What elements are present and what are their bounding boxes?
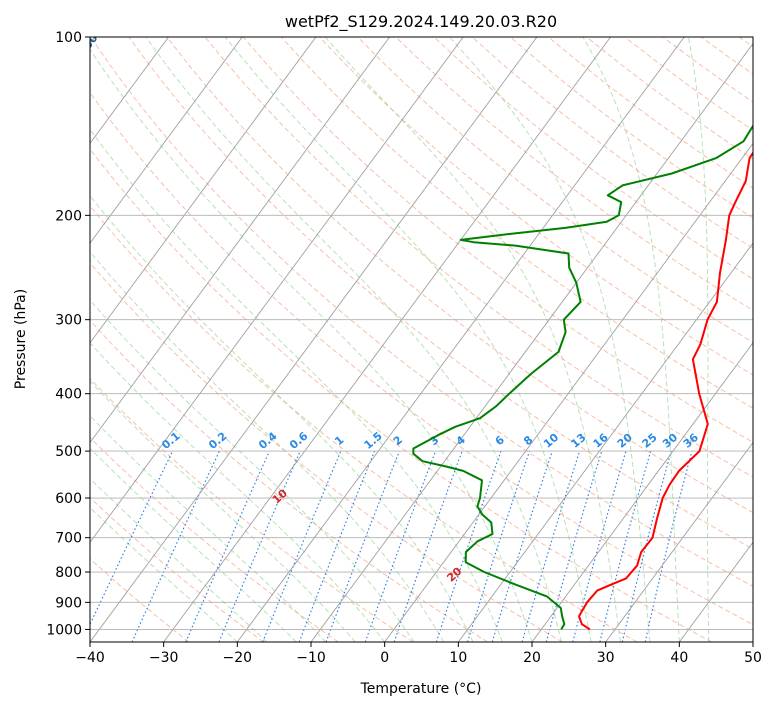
x-tick-label: −40 — [75, 650, 105, 666]
y-axis-label: Pressure (hPa) — [13, 289, 29, 389]
dry-adiabat-line — [166, 37, 753, 514]
mixing-ratio-line — [435, 450, 502, 642]
chart-title: wetPf2_S129.2024.149.20.03.R20 — [285, 12, 557, 32]
moist-adiabat-line — [324, 37, 621, 642]
y-tick-label: 500 — [55, 444, 82, 460]
y-tick-label: 300 — [55, 313, 82, 329]
isotherm-line — [90, 37, 390, 444]
mixing-ratio-line — [262, 450, 342, 642]
mixing-ratio-line — [325, 450, 400, 642]
moist-adiabat-line — [90, 48, 533, 642]
plot-frame — [89, 36, 754, 643]
y-tick-label: 100 — [55, 30, 82, 46]
y-axis-ticks: 100 200 300 400 500 600 700 800 900 1000 — [46, 30, 90, 638]
mixing-ratio-line — [298, 450, 376, 642]
moist-adiabat-line — [90, 299, 415, 642]
x-tick-label: −10 — [296, 650, 326, 666]
mixing-ratio-line — [218, 450, 301, 642]
x-tick-label: 30 — [597, 650, 615, 666]
isotherm-line — [90, 37, 243, 244]
mixing-ratio-line — [185, 450, 270, 642]
y-tick-label: 800 — [55, 565, 82, 581]
x-tick-label: 50 — [744, 650, 762, 666]
x-axis-label: Temperature (°C) — [360, 681, 482, 697]
dewpoint-line — [412, 123, 753, 630]
y-tick-label: 600 — [55, 491, 82, 507]
dry-adiabat-line — [395, 37, 753, 311]
mixing-ratio-line — [491, 450, 553, 642]
moist-adiabat-line — [449, 37, 651, 642]
temperature-line — [578, 151, 753, 631]
mixing-ratio-line — [545, 450, 603, 642]
x-tick-label: 10 — [449, 650, 467, 666]
dry-adiabat-line — [90, 558, 190, 642]
mixing-ratio-line — [621, 450, 672, 642]
isotherm-line — [163, 37, 611, 642]
mixing-ratio-line — [521, 450, 581, 642]
moist-adiabat-line — [90, 128, 503, 642]
dry-adiabat-line — [90, 205, 638, 642]
dry-adiabat-line — [90, 37, 753, 587]
y-tick-label: 1000 — [46, 622, 82, 638]
skewed-isotherms — [90, 37, 753, 642]
moist-adiabat-line — [90, 447, 297, 642]
moist-adiabat-line — [90, 194, 474, 642]
profile-series — [412, 123, 753, 631]
x-tick-label: 40 — [670, 650, 688, 666]
y-tick-label: 900 — [55, 595, 82, 611]
dry-adiabat-line — [242, 37, 753, 443]
moist-adiabat-line — [90, 477, 268, 642]
pressure-gridlines — [90, 37, 753, 630]
x-tick-label: 0 — [380, 650, 389, 666]
dry-adiabat-line — [90, 262, 563, 642]
moist-adiabat-line — [90, 415, 327, 642]
isotherm-line — [90, 37, 317, 344]
mixing-ratio-line — [599, 450, 652, 642]
mixing-ratio-line — [466, 450, 531, 642]
moist-adiabat-line — [582, 37, 680, 642]
isotherm-line — [310, 42, 753, 642]
dry-adiabat-line — [280, 37, 753, 409]
isotherm-line — [90, 37, 538, 642]
mixing-ratio-line — [364, 450, 437, 642]
y-tick-label: 400 — [55, 387, 82, 403]
isotherm-line — [90, 37, 169, 145]
isotherm-line — [236, 37, 685, 642]
isotherm-line — [457, 242, 753, 642]
x-tick-label: −20 — [223, 650, 253, 666]
dry-adiabat-line — [90, 91, 753, 626]
moist-adiabat-line — [224, 37, 592, 642]
x-tick-label: −30 — [149, 650, 179, 666]
x-axis-ticks: −40 −30 −20 −10 0 10 20 30 40 50 — [75, 642, 762, 666]
moist-adiabat-line — [90, 250, 445, 642]
y-tick-label: 200 — [55, 208, 82, 224]
y-tick-label: 700 — [55, 531, 82, 547]
isotherm-line — [605, 441, 753, 642]
moist-adiabat-line — [90, 380, 356, 642]
isotherm-line — [90, 37, 464, 544]
dry-adiabat-line — [90, 148, 712, 642]
x-tick-label: 20 — [523, 650, 541, 666]
isotherm-line — [531, 342, 753, 642]
isotherm-line — [384, 142, 753, 642]
